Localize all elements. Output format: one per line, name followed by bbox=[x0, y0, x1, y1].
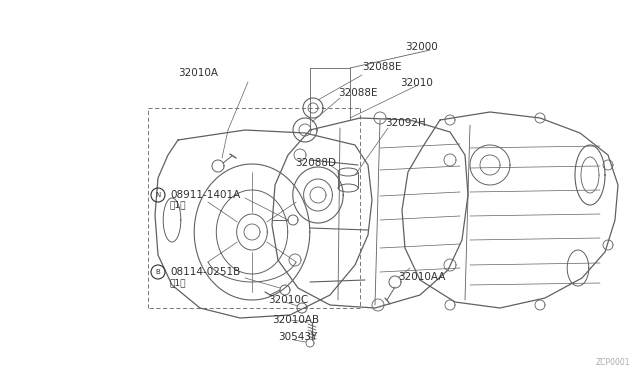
Text: 32088E: 32088E bbox=[338, 88, 378, 98]
Text: 32010A: 32010A bbox=[178, 68, 218, 78]
Text: 32088E: 32088E bbox=[362, 62, 401, 72]
Text: N: N bbox=[156, 192, 161, 198]
Text: 32088D: 32088D bbox=[295, 158, 336, 168]
Text: B: B bbox=[156, 269, 161, 275]
Text: 32010AB: 32010AB bbox=[272, 315, 319, 325]
Text: 32092H: 32092H bbox=[385, 118, 426, 128]
Text: 32000: 32000 bbox=[406, 42, 438, 52]
Text: 08911-1401A: 08911-1401A bbox=[170, 190, 240, 200]
Text: 08114-0251B: 08114-0251B bbox=[170, 267, 240, 277]
Text: 32010C: 32010C bbox=[268, 295, 308, 305]
Text: ZCP0001: ZCP0001 bbox=[595, 358, 630, 367]
Text: （1）: （1） bbox=[170, 278, 186, 287]
Text: 32010: 32010 bbox=[400, 78, 433, 88]
Text: （1）: （1） bbox=[170, 200, 186, 209]
Text: 30543Y: 30543Y bbox=[278, 332, 317, 342]
Text: 32010AA: 32010AA bbox=[398, 272, 445, 282]
